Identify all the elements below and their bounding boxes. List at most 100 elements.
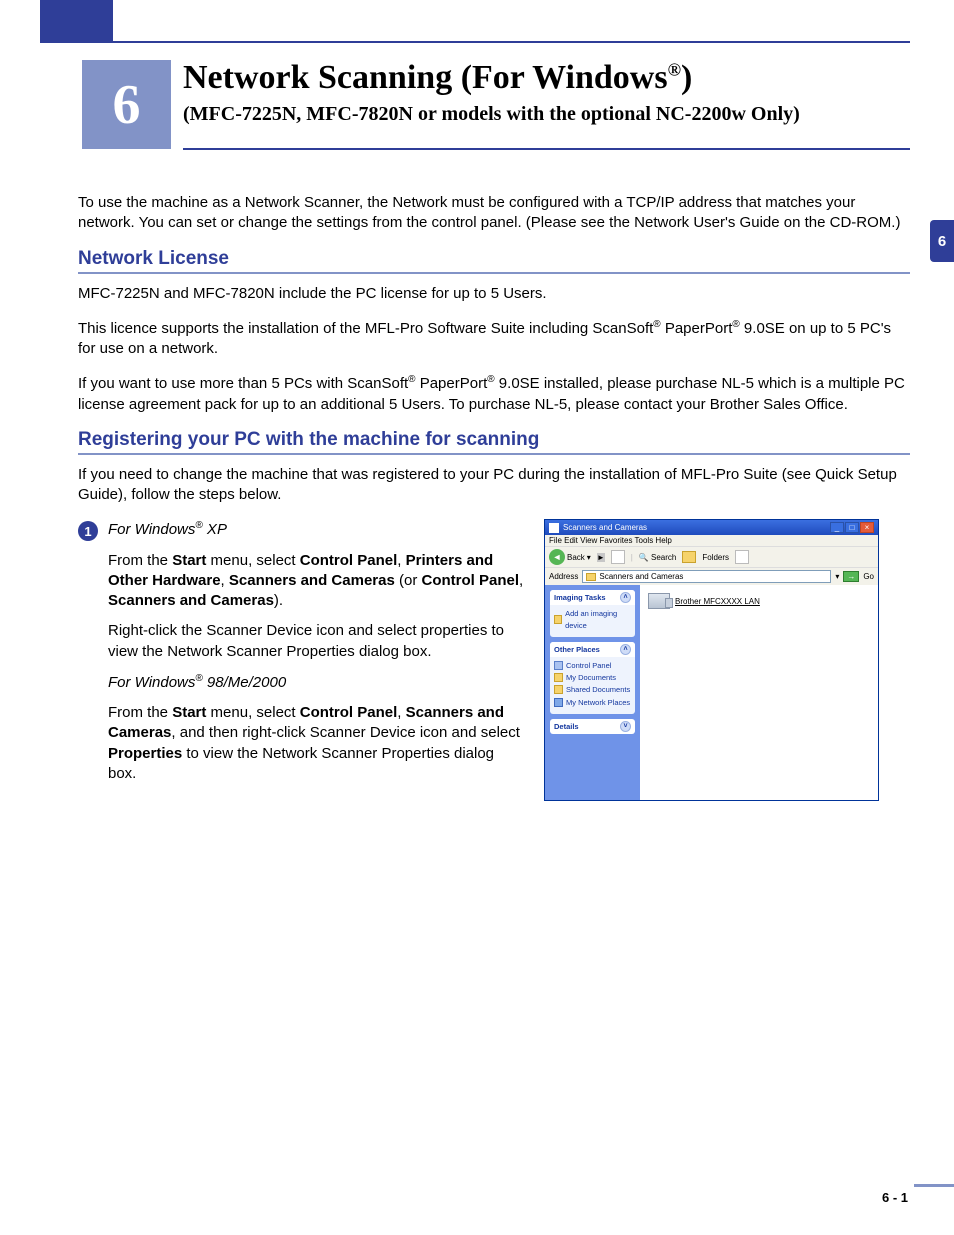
up-button[interactable] (611, 550, 625, 564)
section-rule (78, 453, 910, 455)
forward-button[interactable]: ► (597, 553, 605, 562)
reg-mark: ® (653, 319, 660, 330)
t: Control Panel (421, 572, 519, 589)
window-buttons: _ □ × (830, 522, 874, 533)
window-toolbar: ◄Back ▾ ► | 🔍 Search Folders (545, 546, 878, 568)
chapter-number: 6 (113, 73, 141, 137)
t: For Windows (108, 674, 195, 691)
t: , (221, 572, 229, 589)
window-icon (549, 523, 559, 533)
reg-mark: ® (487, 374, 494, 385)
t: menu, select (206, 704, 299, 721)
minimize-button[interactable]: _ (830, 522, 844, 533)
imaging-tasks-panel: Imaging Tasks ˄ Add an imaging device (550, 590, 635, 637)
t: , (397, 552, 405, 569)
title-rule (183, 148, 910, 150)
license-p2: This licence supports the installation o… (78, 318, 910, 360)
t: For Windows (108, 521, 195, 538)
for-windows-xp-label: For Windows® XP (108, 521, 227, 538)
separator: | (631, 553, 633, 562)
device-label: Brother MFCXXXX LAN (675, 597, 760, 606)
task-pane: Imaging Tasks ˄ Add an imaging device Oth… (545, 585, 640, 800)
folder-icon (554, 673, 563, 682)
go-label[interactable]: Go (863, 572, 874, 581)
step-text-column: For Windows® XP From the Start menu, sel… (108, 519, 526, 801)
panel-title: Imaging Tasks (554, 593, 606, 602)
t: PaperPort (416, 375, 488, 392)
t: , (397, 704, 405, 721)
window-menubar[interactable]: File Edit View Favorites Tools Help (545, 535, 878, 546)
place-label: My Documents (566, 672, 616, 683)
t: Control Panel (300, 552, 398, 569)
folder-icon (554, 685, 563, 694)
maximize-button[interactable]: □ (845, 522, 859, 533)
scanner-device-item[interactable]: Brother MFCXXXX LAN (648, 593, 870, 609)
details-panel: Details˅ (550, 719, 635, 734)
section-heading-register: Registering your PC with the machine for… (78, 429, 910, 451)
t: Start (172, 552, 206, 569)
title-post: ) (681, 59, 692, 96)
search-button[interactable]: 🔍 Search (639, 553, 677, 562)
t: Scanners and Cameras (108, 592, 274, 609)
t: If you want to use more than 5 PCs with … (78, 375, 408, 392)
t: Properties (108, 745, 182, 762)
go-button[interactable]: → (843, 571, 859, 582)
panel-header[interactable]: Imaging Tasks ˄ (550, 590, 635, 605)
reg-mark: ® (195, 520, 202, 531)
page-subtitle: (MFC-7225N, MFC-7820N or models with the… (183, 103, 903, 126)
chapter-number-box: 6 (82, 60, 171, 149)
task-label: Add an imaging device (565, 608, 631, 631)
title-pre: Network Scanning (For Windows (183, 59, 668, 96)
panel-title: Other Places (554, 645, 600, 654)
address-label: Address (549, 572, 578, 581)
place-link[interactable]: Control Panel (554, 660, 631, 671)
xp-window: Scanners and Cameras _ □ × File Edit Vie… (544, 519, 879, 801)
t: Control Panel (300, 704, 398, 721)
folders-icon[interactable] (682, 551, 696, 563)
place-link[interactable]: My Documents (554, 672, 631, 683)
place-label: Control Panel (566, 660, 611, 671)
license-p3: If you want to use more than 5 PCs with … (78, 373, 910, 415)
window-titlebar[interactable]: Scanners and Cameras _ □ × (545, 520, 878, 535)
task-link[interactable]: Add an imaging device (554, 608, 631, 631)
t: XP (203, 521, 227, 538)
header-rule (113, 41, 910, 43)
chapter-side-tab: 6 (930, 220, 954, 262)
close-button[interactable]: × (860, 522, 874, 533)
folder-icon (586, 573, 596, 581)
side-tab-number: 6 (938, 233, 946, 250)
folder-view[interactable]: Brother MFCXXXX LAN (640, 585, 878, 800)
t: PaperPort (661, 320, 733, 337)
t: (or (395, 572, 422, 589)
dropdown-icon[interactable]: ▾ (835, 572, 839, 581)
panel-header[interactable]: Other Places ˄ (550, 642, 635, 657)
license-p1: MFC-7225N and MFC-7820N include the PC l… (78, 284, 910, 304)
panel-header[interactable]: Details˅ (550, 719, 635, 734)
step-1-row: 1 For Windows® XP From the Start menu, s… (78, 519, 910, 801)
views-button[interactable] (735, 550, 749, 564)
collapse-icon[interactable]: ˄ (620, 592, 631, 603)
t: Start (172, 704, 206, 721)
address-field[interactable]: Scanners and Cameras (582, 570, 831, 583)
window-title: Scanners and Cameras (563, 523, 647, 532)
place-link[interactable]: My Network Places (554, 697, 631, 708)
expand-icon[interactable]: ˅ (620, 721, 631, 732)
place-label: My Network Places (566, 697, 630, 708)
page-title: Network Scanning (For Windows®) (183, 58, 903, 97)
screenshot-column: Scanners and Cameras _ □ × File Edit Vie… (544, 519, 879, 801)
t: , and then right-click Scanner Device ic… (171, 724, 520, 741)
t: From the (108, 704, 172, 721)
step-number-bullet: 1 (78, 521, 98, 541)
folders-label[interactable]: Folders (702, 553, 729, 562)
network-icon (554, 698, 563, 707)
back-label: Back (567, 553, 585, 562)
reg-mark: ® (408, 374, 415, 385)
place-link[interactable]: Shared Documents (554, 684, 631, 695)
page-number: 6 - 1 (882, 1190, 908, 1205)
title-area: Network Scanning (For Windows®) (MFC-722… (183, 58, 903, 126)
t: From the (108, 552, 172, 569)
back-button[interactable]: ◄Back ▾ (549, 549, 591, 565)
address-bar-row: Address Scanners and Cameras ▾ → Go (545, 568, 878, 585)
collapse-icon[interactable]: ˄ (620, 644, 631, 655)
t: This licence supports the installation o… (78, 320, 653, 337)
